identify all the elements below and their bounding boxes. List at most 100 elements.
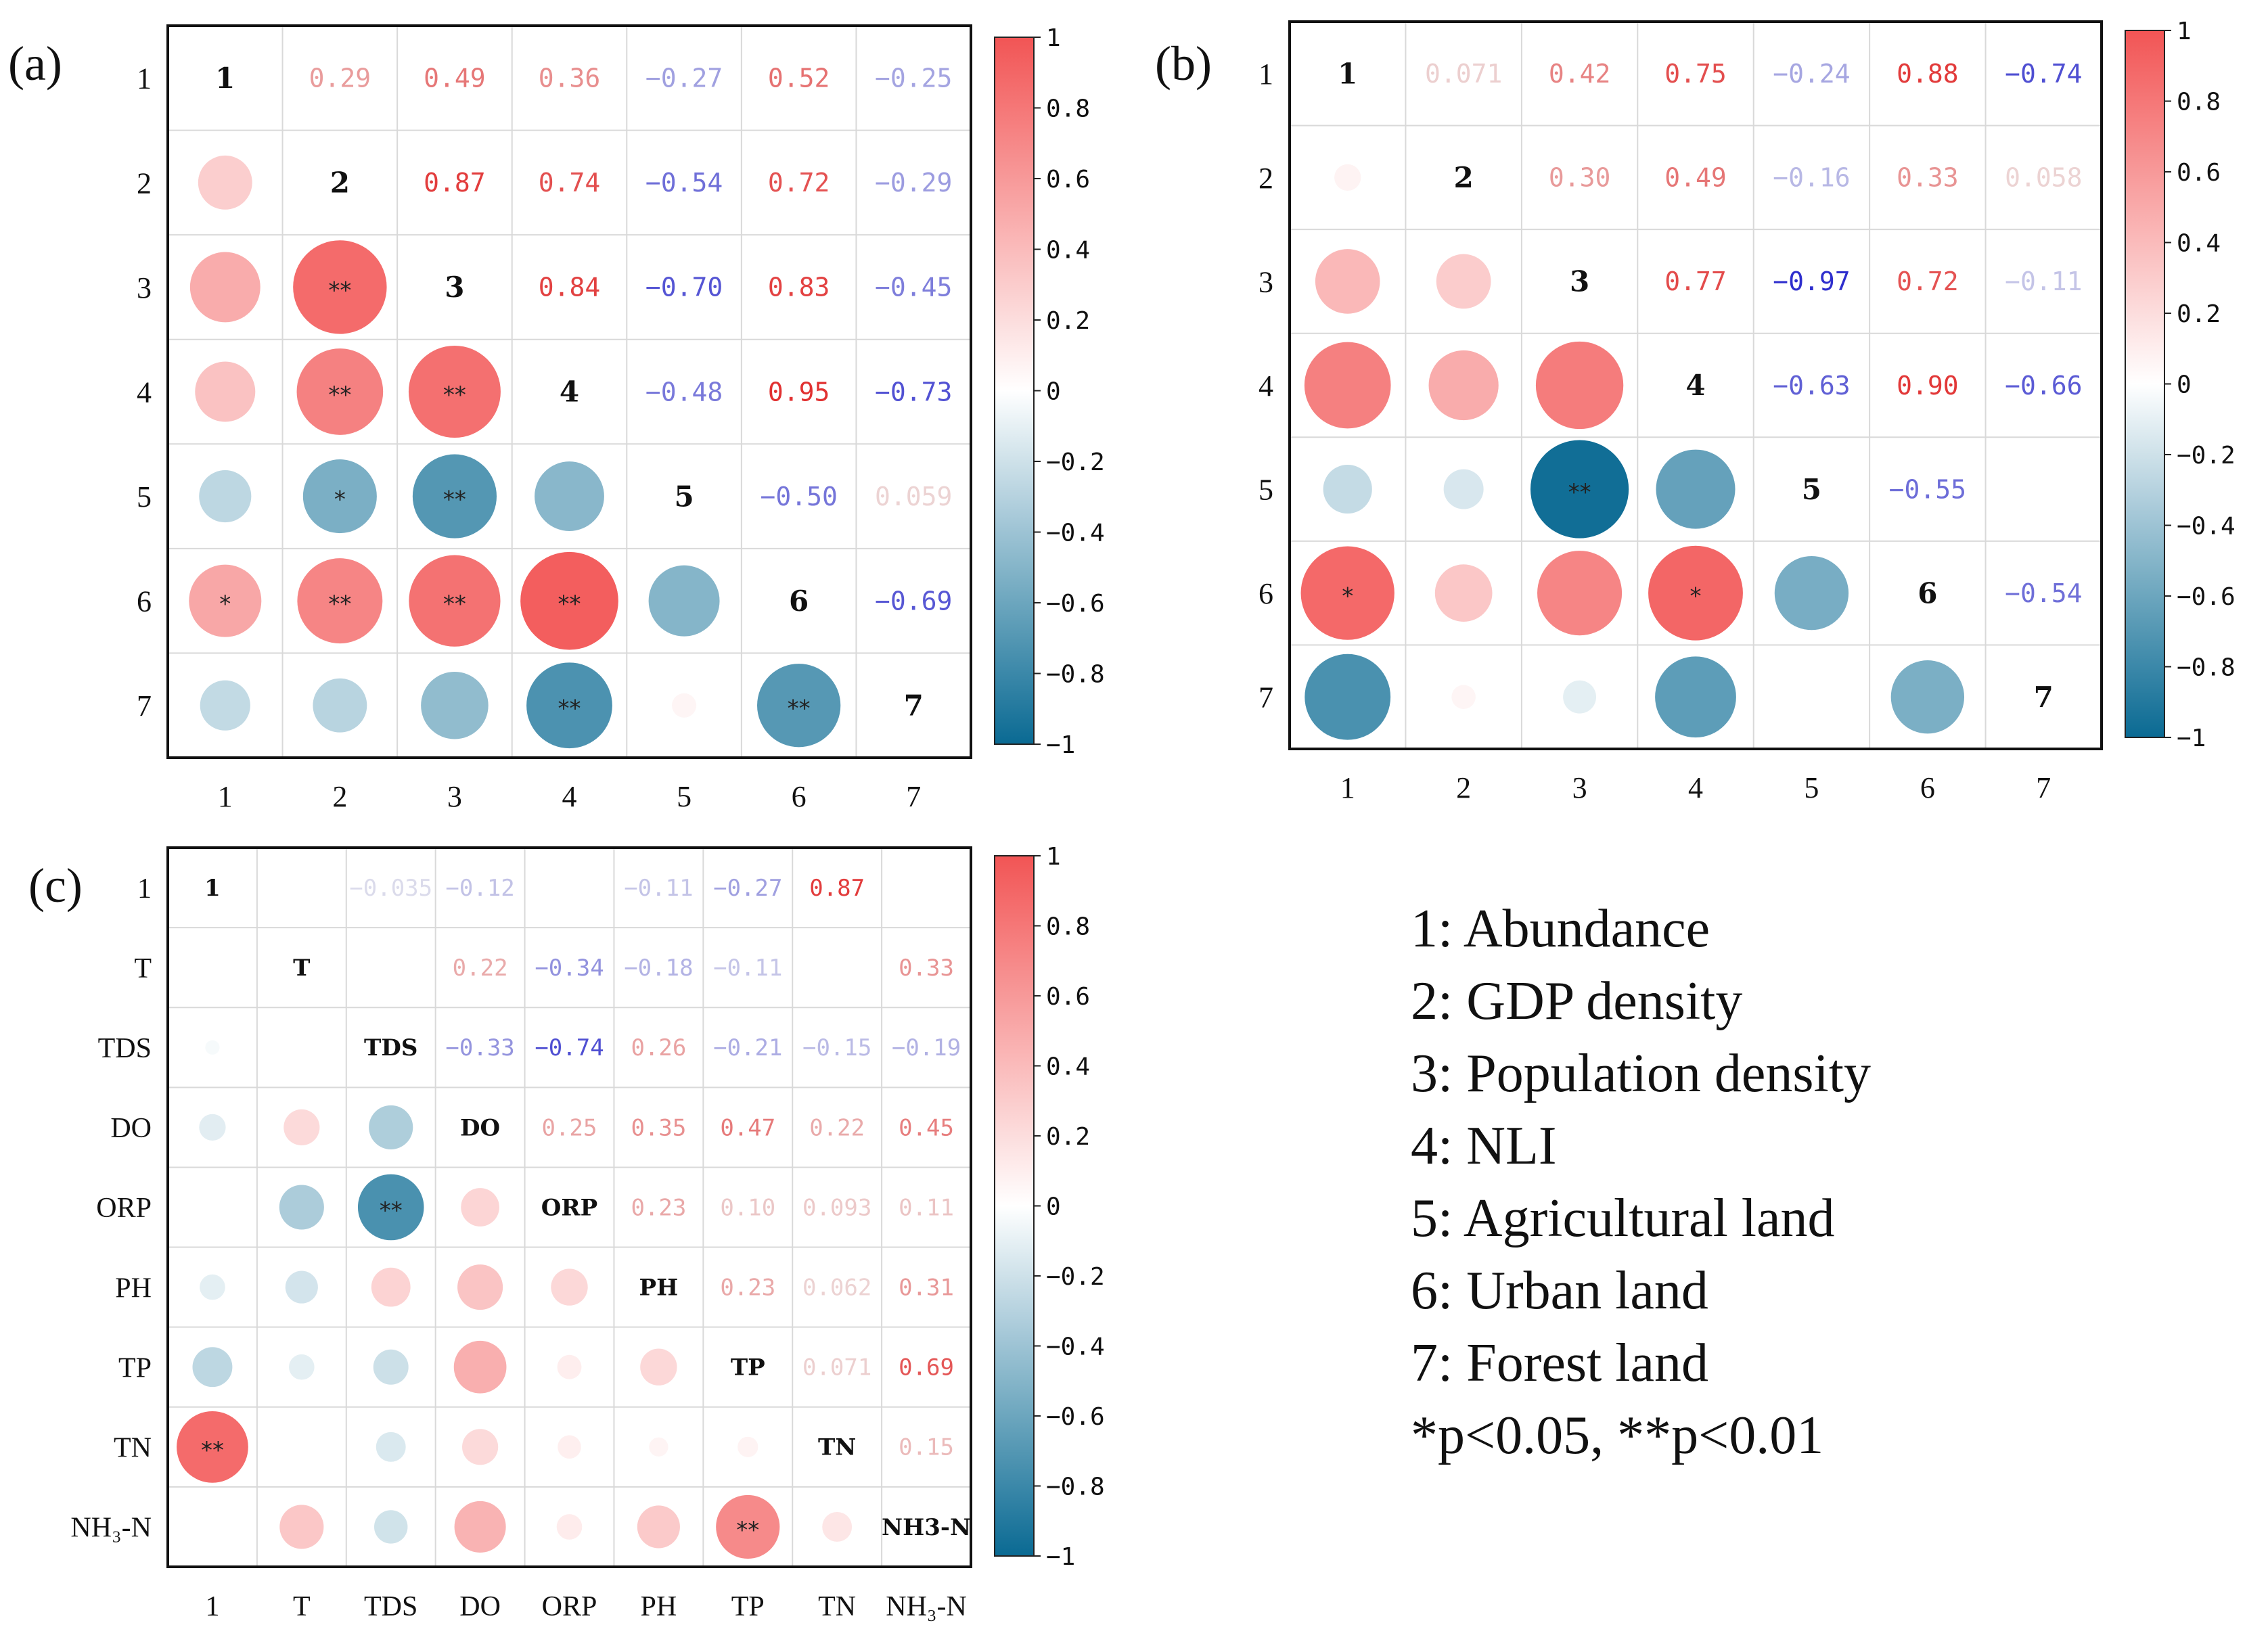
x-tick-label: NH₃-N bbox=[886, 1591, 967, 1622]
colorbar-tick-label: 0.6 bbox=[1046, 166, 1090, 193]
colorbar-tick-label: −0.4 bbox=[1046, 520, 1105, 547]
correlation-circle bbox=[716, 1494, 780, 1559]
diagonal-label: 4 bbox=[1685, 369, 1705, 402]
coefficient-label: 0.29 bbox=[309, 64, 371, 93]
colorbar-tick-label: 0 bbox=[1046, 378, 1061, 406]
colorbar-tick-label: 0 bbox=[2177, 371, 2192, 399]
correlation-circle bbox=[1428, 350, 1499, 421]
correlation-circle bbox=[409, 555, 501, 647]
colorbar-tick-label: 0.8 bbox=[2177, 89, 2221, 116]
coefficient-label: 0.30 bbox=[1549, 163, 1611, 193]
correlation-circle bbox=[376, 1432, 406, 1462]
coefficient-label: 0.25 bbox=[542, 1114, 597, 1141]
correlation-circle bbox=[551, 1268, 588, 1306]
correlation-circle bbox=[454, 1501, 506, 1553]
coefficient-label: 0.95 bbox=[768, 377, 830, 407]
diagonal-label: 2 bbox=[330, 166, 350, 200]
panel-label: (c) bbox=[28, 859, 83, 913]
x-tick-label: T bbox=[293, 1591, 311, 1622]
y-tick-label: 1 bbox=[1258, 58, 1273, 91]
coefficient-label: −0.70 bbox=[645, 273, 723, 302]
y-tick-label: 2 bbox=[1258, 162, 1273, 195]
coefficient-label: 0.74 bbox=[539, 168, 601, 198]
colorbar-tick-label: 0.8 bbox=[1046, 913, 1090, 941]
significance-star: ** bbox=[328, 591, 351, 618]
coefficient-label: 0.84 bbox=[539, 273, 601, 302]
coefficient-label: 0.062 bbox=[802, 1275, 871, 1302]
x-tick-label: 1 bbox=[1340, 771, 1355, 804]
coefficient-label: −0.25 bbox=[875, 64, 952, 93]
colorbar bbox=[994, 37, 1035, 745]
coefficient-label: −0.34 bbox=[535, 955, 604, 982]
legend-item-agricultural-land: 5: Agricultural land bbox=[1411, 1189, 1835, 1248]
x-tick-label: 7 bbox=[2036, 771, 2051, 804]
correlation-circle bbox=[757, 664, 841, 748]
correlation-circle bbox=[200, 1274, 225, 1300]
correlation-circle bbox=[738, 1436, 758, 1457]
y-tick-label: 2 bbox=[137, 166, 152, 200]
correlation-circle bbox=[200, 680, 250, 731]
correlation-circle bbox=[289, 1354, 315, 1380]
x-tick-label: 2 bbox=[1456, 771, 1471, 804]
coefficient-label: 0.87 bbox=[809, 875, 865, 902]
diagonal-label: 6 bbox=[789, 585, 809, 618]
coefficient-label: −0.54 bbox=[2005, 578, 2082, 608]
y-tick-label: TN bbox=[114, 1433, 152, 1464]
plot-frame bbox=[166, 846, 972, 1568]
x-tick-label: 3 bbox=[447, 780, 462, 813]
colorbar-tick-label: 0 bbox=[1046, 1193, 1061, 1221]
y-tick-label: T bbox=[134, 953, 152, 984]
coefficient-label: −0.12 bbox=[445, 875, 514, 902]
x-tick-label: TN bbox=[818, 1591, 856, 1622]
coefficient-label: −0.69 bbox=[875, 586, 952, 616]
coefficient-label: −0.27 bbox=[645, 64, 723, 93]
legend-item-urban-land: 6: Urban land bbox=[1411, 1261, 1708, 1321]
coefficient-label: −0.48 bbox=[645, 377, 723, 407]
diagonal-label: NH3-N bbox=[882, 1514, 971, 1541]
correlation-circle bbox=[640, 1348, 677, 1386]
correlation-circle bbox=[421, 671, 489, 739]
coefficient-label: 0.23 bbox=[631, 1194, 686, 1221]
significance-star: ** bbox=[328, 382, 351, 409]
x-tick-label: 5 bbox=[1804, 771, 1819, 804]
coefficient-label: −0.73 bbox=[875, 377, 952, 407]
coefficient-label: 0.72 bbox=[768, 168, 830, 198]
correlation-circle bbox=[1774, 555, 1849, 631]
diagonal-label: TN bbox=[818, 1434, 856, 1461]
correlation-circle bbox=[1655, 656, 1736, 738]
colorbar-tick-label: 0.8 bbox=[1046, 95, 1090, 123]
correlation-panel-3: (c) 1 −0.035 −0.12 −0.11 −0.27 0.87 1 T 0.22 −0.34… bbox=[28, 843, 1105, 1622]
colorbar-tick-label: 0.4 bbox=[1046, 1053, 1090, 1081]
correlation-circle bbox=[556, 1514, 583, 1540]
coefficient-label: 0.88 bbox=[1897, 59, 1959, 89]
coefficient-label: 0.071 bbox=[1425, 59, 1502, 89]
colorbar-tick-label: −1 bbox=[1046, 1543, 1075, 1571]
significance-star: ** bbox=[443, 382, 466, 409]
colorbar-tick-label: −0.2 bbox=[1046, 449, 1105, 476]
y-tick-label: PH bbox=[115, 1273, 152, 1304]
x-tick-label: 4 bbox=[562, 780, 577, 813]
correlation-circle bbox=[177, 1411, 248, 1483]
colorbar-tick-label: 0.2 bbox=[1046, 1123, 1090, 1151]
colorbar-tick-label: 1 bbox=[1046, 24, 1061, 52]
significance-star: ** bbox=[443, 591, 466, 618]
grid bbox=[168, 26, 971, 758]
significance-star: * bbox=[1690, 583, 1702, 610]
legend-item-population-density: 3: Population density bbox=[1411, 1044, 1871, 1103]
coefficient-label: −0.15 bbox=[802, 1034, 871, 1061]
x-tick-label: 1 bbox=[205, 1591, 219, 1622]
panel-label: (b) bbox=[1155, 37, 1212, 91]
correlation-circle bbox=[1305, 654, 1391, 740]
x-tick-label: 1 bbox=[218, 780, 233, 813]
coefficient-label: 0.36 bbox=[539, 64, 601, 93]
x-tick-label: 7 bbox=[906, 780, 921, 813]
coefficient-label: 0.49 bbox=[424, 64, 486, 93]
coefficient-label: 0.72 bbox=[1897, 267, 1959, 296]
coefficient-label: −0.63 bbox=[1773, 371, 1850, 400]
correlation-circle bbox=[192, 1347, 233, 1388]
diagonal-label: T bbox=[293, 955, 310, 982]
correlation-circle bbox=[1535, 341, 1624, 430]
plot-frame bbox=[1288, 20, 2103, 750]
y-tick-label: NH₃-N bbox=[70, 1513, 152, 1544]
